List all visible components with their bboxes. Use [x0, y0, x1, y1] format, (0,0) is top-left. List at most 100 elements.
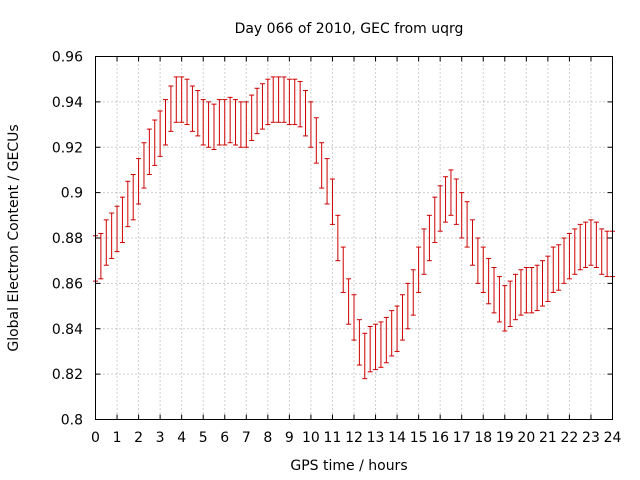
error-bar	[566, 232, 572, 280]
error-bar	[335, 214, 341, 262]
error-bar	[157, 110, 163, 157]
x-tick-label: 8	[263, 430, 272, 446]
error-bar	[351, 294, 357, 341]
x-tick-label: 17	[453, 430, 471, 446]
x-tick-label: 2	[134, 430, 143, 446]
error-bar	[259, 83, 265, 130]
error-bar	[356, 319, 362, 366]
error-bar	[378, 321, 384, 368]
error-bar	[222, 99, 228, 146]
error-bar	[254, 87, 260, 135]
error-bar	[200, 99, 206, 146]
error-bar	[313, 117, 319, 164]
error-bar	[238, 101, 244, 148]
y-tick-label: 0.94	[52, 95, 83, 111]
error-bar	[206, 101, 212, 148]
error-bar	[249, 94, 255, 141]
error-bar	[119, 196, 125, 244]
error-bar	[270, 76, 276, 123]
x-tick-label: 4	[177, 430, 186, 446]
x-tick-label: 22	[561, 430, 579, 446]
error-bar	[448, 169, 454, 216]
error-bar	[550, 246, 556, 293]
error-bar	[98, 232, 104, 280]
error-bar	[292, 78, 298, 126]
error-bar	[421, 228, 427, 275]
error-bar	[507, 280, 513, 327]
error-bar	[340, 246, 346, 293]
error-bar	[146, 128, 152, 175]
error-bar	[469, 219, 475, 266]
x-tick-label: 3	[156, 430, 165, 446]
error-bar	[130, 173, 136, 221]
x-tick-label: 10	[302, 430, 320, 446]
error-bar	[604, 230, 610, 278]
error-bar	[319, 142, 325, 189]
y-tick-label: 0.84	[52, 322, 83, 338]
x-tick-label: 20	[517, 430, 535, 446]
y-tick-label: 0.86	[52, 276, 83, 292]
error-bar	[529, 266, 535, 314]
error-bar	[583, 221, 589, 268]
error-bar	[496, 276, 502, 323]
error-bar	[189, 85, 195, 132]
chart-title: Day 066 of 2010, GEC from uqrg	[235, 21, 464, 37]
error-bar	[399, 294, 405, 341]
grid-layer	[95, 56, 613, 420]
error-bar	[545, 255, 551, 303]
error-bar	[114, 205, 120, 253]
error-bar	[534, 264, 540, 312]
error-bar	[227, 96, 233, 144]
x-tick-label: 12	[345, 430, 363, 446]
x-tick-labels: 0 1 2 3 4 5 6 7 8 9 10 11 12 13 14 15 16 17 18 19 20 21 22 23 24	[91, 430, 621, 446]
error-bar	[216, 99, 222, 146]
x-tick-label: 18	[474, 430, 492, 446]
error-bar	[475, 237, 481, 284]
error-bar	[324, 158, 330, 205]
y-tick-label: 0.88	[52, 231, 83, 247]
error-bar	[453, 178, 459, 225]
error-bar	[329, 178, 335, 225]
error-bar	[141, 142, 147, 189]
error-bar	[211, 103, 217, 151]
x-tick-label: 24	[604, 430, 622, 446]
y-tick-label: 0.96	[52, 50, 83, 66]
error-bar	[426, 214, 432, 262]
x-tick-label: 23	[582, 430, 600, 446]
error-bar	[109, 212, 115, 259]
error-bar	[173, 76, 179, 123]
error-bar	[265, 78, 271, 126]
error-bar	[561, 237, 567, 284]
error-bar	[523, 266, 529, 314]
error-bar	[281, 76, 287, 123]
error-bar	[233, 99, 239, 146]
error-bar	[491, 266, 497, 314]
error-bar	[518, 269, 524, 316]
error-bar	[168, 85, 174, 132]
error-bar	[389, 310, 395, 357]
error-bars	[93, 76, 615, 380]
x-tick-label: 14	[388, 430, 406, 446]
error-bar	[588, 219, 594, 266]
x-tick-label: 5	[199, 430, 208, 446]
y-axis-label: Global Electron Content / GECUs	[6, 124, 22, 351]
error-bar	[276, 76, 282, 123]
error-bar	[502, 285, 508, 332]
error-bar	[459, 192, 465, 239]
error-bar	[416, 246, 422, 293]
error-bar	[286, 78, 292, 126]
x-tick-label: 1	[113, 430, 122, 446]
y-tick-label: 0.82	[52, 367, 83, 383]
x-tick-label: 13	[367, 430, 385, 446]
error-bar	[152, 119, 158, 166]
error-bar	[405, 282, 411, 330]
error-bar	[593, 221, 599, 268]
error-bar	[443, 176, 449, 223]
error-bar	[195, 90, 201, 137]
error-bar	[599, 228, 605, 275]
error-bar	[383, 316, 389, 364]
x-tick-label: 6	[220, 430, 229, 446]
error-bar	[437, 185, 443, 232]
x-tick-label: 7	[242, 430, 251, 446]
